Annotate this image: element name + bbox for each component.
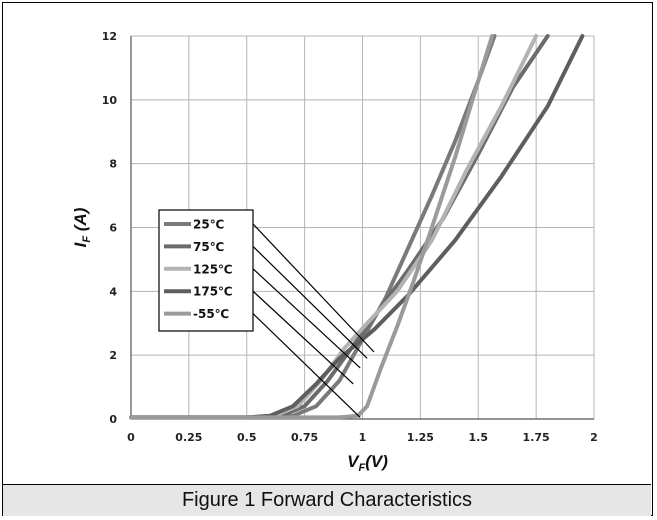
legend-label: 125℃ bbox=[193, 262, 233, 276]
x-tick-label: 2 bbox=[590, 431, 598, 444]
forward-characteristics-chart: 0 0.25 0.5 0.75 1 1.25 1.5 1.75 2 0 2 4 6 8 10 12 VF(V) I… bbox=[71, 30, 598, 474]
legend-label: 25℃ bbox=[193, 218, 224, 232]
x-tick-label: 0.5 bbox=[237, 431, 257, 444]
y-tick-label: 10 bbox=[102, 94, 118, 107]
y-axis-label: IF (A) bbox=[71, 207, 93, 247]
y-tick-label: 2 bbox=[109, 349, 117, 362]
legend-callout-line bbox=[252, 223, 375, 353]
figure-frame: 0 0.25 0.5 0.75 1 1.25 1.5 1.75 2 0 2 4 6 8 10 12 VF(V) I… bbox=[2, 2, 653, 516]
x-tick-label: 1.5 bbox=[469, 431, 489, 444]
chart-container: 0 0.25 0.5 0.75 1 1.25 1.5 1.75 2 0 2 4 6 8 10 12 VF(V) I… bbox=[3, 3, 654, 483]
figure-caption: Figure 1 Forward Characteristics bbox=[181, 489, 473, 511]
legend-label: 175℃ bbox=[193, 285, 233, 299]
y-tick-label: 4 bbox=[109, 285, 117, 298]
legend-callout-line bbox=[252, 313, 361, 418]
x-axis-label: VF(V) bbox=[347, 452, 388, 474]
figure-caption-bar: Figure 1 Forward Characteristics bbox=[3, 484, 651, 516]
x-tick-label: 0.75 bbox=[291, 431, 318, 444]
x-tick-label: 0 bbox=[127, 431, 135, 444]
legend-label: -55℃ bbox=[193, 307, 229, 321]
x-tick-label: 1 bbox=[359, 431, 367, 444]
y-tick-label: 8 bbox=[109, 158, 117, 171]
legend-callout-line bbox=[252, 245, 368, 359]
x-tick-label: 1.25 bbox=[407, 431, 434, 444]
y-tick-label: 6 bbox=[109, 222, 117, 235]
y-tick-label: 12 bbox=[102, 30, 117, 43]
y-tick-label: 0 bbox=[109, 413, 117, 426]
legend-callout-line bbox=[252, 290, 354, 385]
x-tick-label: 0.25 bbox=[175, 431, 202, 444]
x-tick-label: 1.75 bbox=[523, 431, 550, 444]
series-line bbox=[129, 34, 495, 420]
legend-callout-line bbox=[252, 268, 361, 369]
legend-label: 75℃ bbox=[193, 240, 224, 254]
